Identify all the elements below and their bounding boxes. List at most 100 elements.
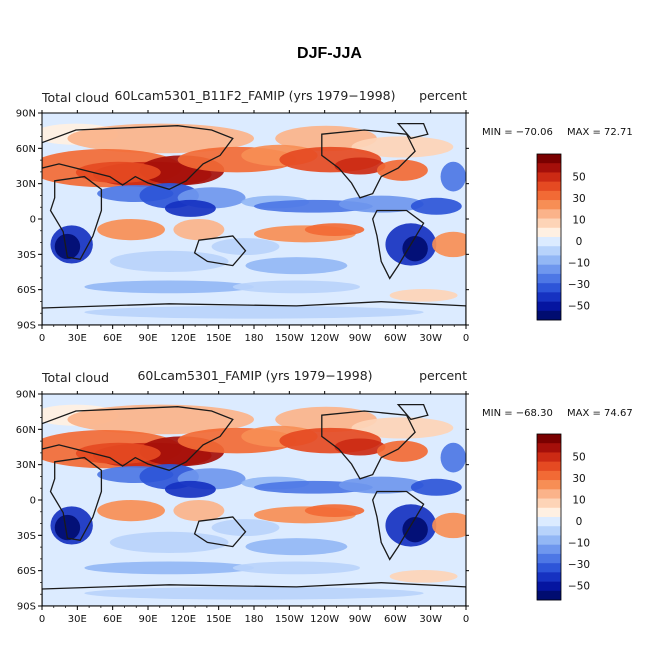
contour-region (75, 442, 161, 464)
y-tick-label: 0 (30, 215, 36, 226)
colorbar-swatch (537, 581, 561, 592)
x-tick-label: 60E (103, 333, 122, 344)
y-tick-label: 0 (30, 496, 36, 507)
coastline (321, 410, 416, 480)
x-tick-label: 90W (349, 614, 372, 625)
y-tick-label: 30N (16, 179, 36, 190)
y-tick-label: 60N (16, 425, 36, 436)
map-axes: 0 30E 60E 90E 120E 150E 180 150W 120W 90W 60W 30W 09… (16, 390, 469, 626)
max-label: MAX = 72.71 (567, 127, 633, 138)
y-tick-label: 30S (17, 531, 36, 542)
colorbar-swatch (537, 553, 561, 564)
coastline (372, 490, 425, 561)
colorbar-swatch (537, 572, 561, 582)
min-label: MIN = −68.30 (482, 408, 553, 419)
contour-region (232, 561, 360, 575)
contour-region (275, 406, 377, 433)
x-tick-label: 180 (244, 333, 263, 344)
panel-center-label: 60Lcam5301_FAMIP (yrs 1979−1998) (137, 368, 372, 383)
contour-region (97, 219, 165, 241)
colorbar-swatch (537, 163, 561, 173)
max-label: MAX = 74.67 (567, 408, 633, 419)
colorbar-swatch (537, 526, 561, 536)
colorbar-swatch (537, 470, 561, 481)
coastline (193, 235, 247, 267)
colorbar-frame (536, 153, 562, 321)
contour-region (334, 438, 386, 456)
contour-region (376, 440, 428, 462)
contour-region (275, 125, 377, 152)
x-tick-label: 90E (138, 333, 157, 344)
x-tick-label: 120W (310, 614, 339, 625)
contour-region (211, 238, 280, 256)
coastline (193, 516, 247, 548)
colorbar-swatch (537, 218, 561, 229)
colorbar-label: 10 (572, 494, 585, 506)
colorbar-swatch (537, 227, 561, 238)
contour-region (376, 159, 428, 181)
y-tick-label: 60S (17, 566, 36, 577)
coastline (42, 406, 234, 471)
x-tick-label: 150E (206, 333, 231, 344)
y-tick-label: 90N (16, 109, 36, 120)
colorbar-swatch (537, 434, 561, 444)
x-tick-label: 150W (275, 333, 304, 344)
colorbar-swatch (537, 590, 561, 601)
x-tick-label: 60W (384, 614, 407, 625)
contour-region (84, 586, 424, 600)
contour-region (389, 288, 458, 302)
colorbar-label: −10 (568, 257, 590, 269)
contour-region (211, 519, 280, 537)
colorbar-swatch (537, 452, 561, 462)
colorbar-swatch (537, 273, 561, 284)
coastline (42, 301, 466, 325)
x-tick-label: 150E (206, 614, 231, 625)
y-tick-label: 90S (17, 602, 36, 613)
contour-region (304, 504, 365, 517)
y-tick-label: 30N (16, 460, 36, 471)
colorbar-swatch (537, 489, 561, 499)
coastline (49, 175, 103, 261)
contour-region (164, 480, 216, 498)
colorbar-swatch (537, 480, 561, 490)
colorbar-swatch (537, 535, 561, 545)
colorbar-label: −30 (568, 279, 590, 291)
contour-region (173, 500, 225, 522)
contour-map (41, 393, 467, 607)
contour-region (54, 514, 81, 541)
colorbar-swatch (537, 544, 561, 555)
colorbar-label: 30 (572, 473, 585, 485)
contour-region (164, 199, 216, 217)
colorbar-label: 50 (572, 171, 585, 183)
contour-region (54, 233, 81, 260)
x-tick-label: 0 (39, 614, 45, 625)
contour-region (351, 417, 454, 439)
contour-region (351, 136, 454, 158)
contour-map (41, 112, 467, 326)
colorbar: 50 30 10 0 −10 −30 −50 (536, 153, 590, 321)
colorbar-swatch (537, 209, 561, 219)
x-tick-label: 120E (171, 333, 196, 344)
contour-region (304, 223, 365, 236)
colorbar-swatch (537, 200, 561, 210)
contour-region (338, 476, 424, 494)
x-tick-label: 60W (384, 333, 407, 344)
colorbar-swatch (537, 237, 561, 247)
contour-region (84, 561, 254, 575)
coastline (372, 209, 425, 280)
colorbar-swatch (537, 310, 561, 321)
coastline (396, 122, 429, 140)
contour-region (432, 512, 466, 539)
contour-region (97, 500, 165, 522)
colorbar-swatch (537, 154, 561, 164)
panel-center-label: 60Lcam5301_B11F2_FAMIP (yrs 1979−1998) (115, 88, 396, 103)
colorbar-swatch (537, 498, 561, 509)
figure-title: DJF-JJA (297, 45, 362, 62)
contour-region (338, 195, 424, 213)
colorbar-swatch (537, 264, 561, 275)
contour-region (410, 478, 462, 496)
colorbar-label: −50 (568, 300, 590, 312)
contour-region (173, 219, 225, 241)
panel-right-label: percent (419, 88, 467, 103)
colorbar-swatch (537, 255, 561, 265)
